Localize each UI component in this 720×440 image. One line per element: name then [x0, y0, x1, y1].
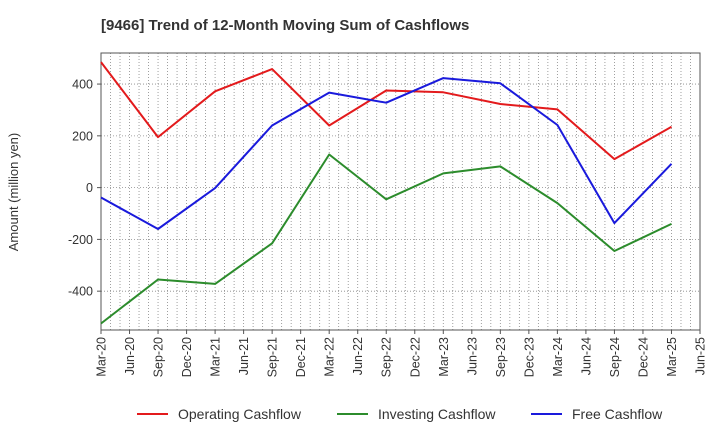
x-tick-label: Jun-22	[351, 337, 365, 375]
x-tick-label: Dec-24	[636, 337, 650, 377]
x-tick-label: Mar-20	[95, 337, 109, 377]
x-tick-label: Mar-25	[665, 337, 679, 377]
x-tick-label: Mar-21	[209, 337, 223, 377]
y-tick-label: -200	[68, 233, 93, 247]
x-tick-label: Dec-21	[294, 337, 308, 377]
legend-label: Free Cashflow	[572, 406, 663, 422]
plot-frame	[100, 52, 701, 331]
legend: Operating Cashflow Investing Cashflow Free…	[137, 406, 663, 422]
series-line-operating-cashflow	[100, 61, 672, 161]
series-line-free-cashflow	[100, 77, 673, 230]
x-tick-label: Mar-24	[551, 337, 565, 377]
x-tick-label: Dec-23	[522, 337, 536, 377]
x-tick-label: Mar-22	[323, 337, 337, 377]
y-tick-label: 400	[72, 78, 93, 92]
x-tick-label: Sep-24	[608, 337, 622, 377]
x-tick-label: Dec-20	[180, 337, 194, 377]
x-tick-label: Dec-22	[408, 337, 422, 377]
x-tick-label: Jun-25	[694, 337, 708, 375]
x-tick-label: Sep-20	[152, 337, 166, 377]
series-lines	[100, 61, 673, 325]
series-line-investing-cashflow	[100, 153, 672, 325]
x-tick-label: Jun-23	[465, 337, 479, 375]
y-axis-label: Amount (million yen)	[6, 133, 21, 252]
x-tick-label: Sep-21	[266, 337, 280, 377]
axes: -400 -200 0 200 400 Mar-20 Jun-20 Sep-20 Dec-20 M…	[68, 52, 708, 377]
x-tick-label: Sep-22	[380, 337, 394, 377]
x-tick-label: Jun-21	[237, 337, 251, 375]
x-tick-label: Sep-23	[494, 337, 508, 377]
x-tick-label: Jun-20	[123, 337, 137, 375]
y-tick-label: 200	[72, 129, 93, 143]
x-tick-label: Jun-24	[579, 337, 593, 375]
legend-label: Investing Cashflow	[378, 406, 496, 422]
chart-title: [9466] Trend of 12-Month Moving Sum of C…	[101, 17, 469, 34]
x-tick-label: Mar-23	[437, 337, 451, 377]
legend-label: Operating Cashflow	[178, 406, 302, 422]
y-tick-label: 0	[86, 181, 93, 195]
grid	[101, 53, 700, 330]
y-tick-label: -400	[68, 285, 93, 299]
